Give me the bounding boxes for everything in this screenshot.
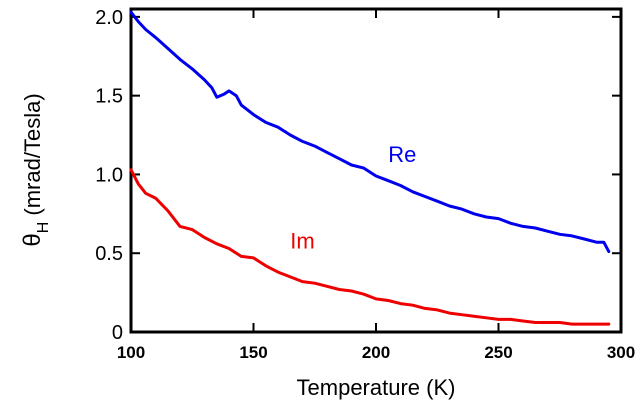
series-label-re: Re [388, 142, 416, 167]
x-tick-label: 100 [117, 343, 145, 362]
y-tick-label: 0.5 [95, 243, 123, 265]
x-tick-label: 300 [607, 343, 635, 362]
x-axis-title: Temperature (K) [297, 375, 456, 400]
y-tick-label: 2.0 [95, 7, 123, 29]
series-layer [129, 10, 611, 326]
axis-ticks: 100 150 200 250 300 0 0.5 1.0 1.5 2.0 [95, 7, 635, 362]
x-tick-label: 150 [239, 343, 267, 362]
y-tick-label: 1.5 [95, 86, 123, 108]
series-label-im: Im [290, 228, 314, 253]
series-line-im [129, 168, 611, 326]
y-axis-title: θH (mrad/Tesla) [19, 93, 52, 246]
x-tick-label: 200 [362, 343, 390, 362]
series-line-re [129, 10, 611, 254]
x-tick-label: 250 [484, 343, 512, 362]
y-axis-subscript: H [35, 222, 52, 234]
plot-frame [129, 7, 623, 334]
y-axis-unit: (mrad/Tesla) [20, 93, 45, 221]
y-tick-label: 1.0 [95, 164, 123, 186]
y-tick-label: 0 [112, 322, 123, 344]
y-axis-symbol: θ [19, 233, 46, 246]
series-labels: Re Im [290, 142, 416, 254]
